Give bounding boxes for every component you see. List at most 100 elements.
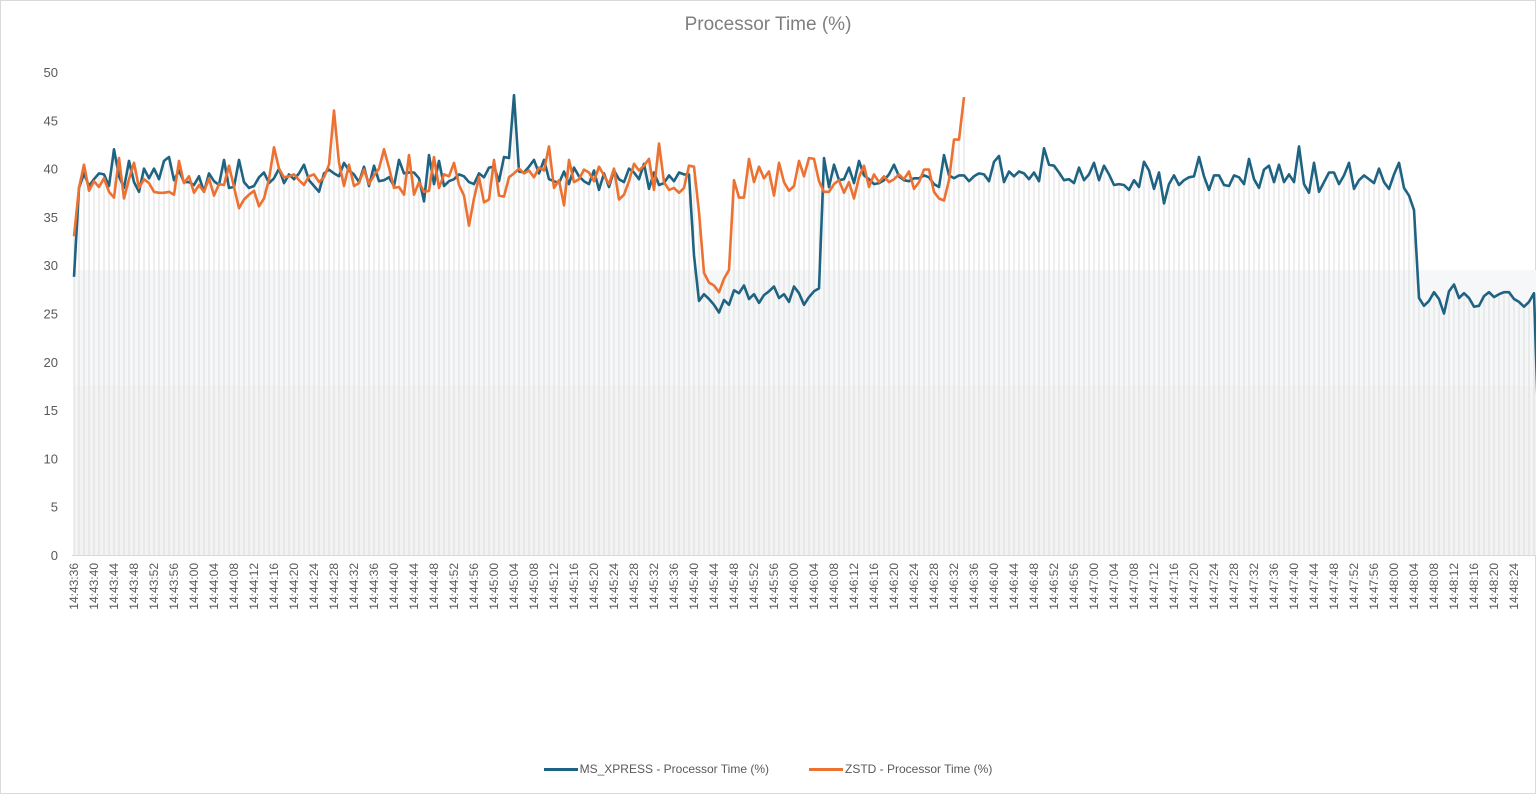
x-tick-label: 14:44:12 bbox=[247, 563, 261, 610]
y-tick-label: 5 bbox=[51, 500, 58, 515]
x-tick-label: 14:46:36 bbox=[967, 563, 981, 610]
legend-swatch-ms-xpress bbox=[543, 767, 578, 771]
x-tick-label: 14:47:04 bbox=[1107, 563, 1121, 610]
x-tick-label: 14:43:52 bbox=[147, 563, 161, 610]
y-tick-label: 50 bbox=[44, 65, 58, 80]
x-tick-label: 14:46:04 bbox=[807, 563, 821, 610]
axes: 0 5 10 15 20 25 30 35 40 45 50 14:43:36 14:43:40 14:4… bbox=[44, 65, 1536, 610]
x-tick-label: 14:45:44 bbox=[707, 563, 721, 610]
x-tick-label: 14:46:52 bbox=[1047, 563, 1061, 610]
x-tick-label: 14:46:40 bbox=[987, 563, 1001, 610]
x-tick-label: 14:47:36 bbox=[1267, 563, 1281, 610]
y-tick-label: 40 bbox=[44, 162, 58, 177]
series-line-ms-xpress bbox=[72, 93, 1536, 395]
x-tick-label: 14:47:28 bbox=[1227, 563, 1241, 610]
x-tick-label: 14:48:20 bbox=[1487, 563, 1501, 610]
x-tick-label: 14:46:16 bbox=[867, 563, 881, 610]
x-tick-label: 14:45:52 bbox=[747, 563, 761, 610]
y-tick-label: 45 bbox=[44, 113, 58, 128]
x-tick-label: 14:43:44 bbox=[107, 563, 121, 610]
chart-title: Processor Time (%) bbox=[684, 14, 852, 35]
x-tick-label: 14:46:44 bbox=[1007, 563, 1021, 610]
y-tick-label: 20 bbox=[44, 355, 58, 370]
legend-swatch-zstd bbox=[809, 767, 843, 771]
y-tick-label: 30 bbox=[44, 258, 58, 273]
x-tick-label: 14:47:08 bbox=[1127, 563, 1141, 610]
x-tick-label: 14:44:00 bbox=[187, 563, 201, 610]
x-tick-label: 14:44:36 bbox=[367, 563, 381, 610]
y-tick-label: 0 bbox=[51, 548, 58, 563]
x-tick-label: 14:44:20 bbox=[287, 563, 301, 610]
x-tick-label: 14:47:12 bbox=[1147, 563, 1161, 610]
y-tick-label: 35 bbox=[44, 210, 58, 225]
legend-label-ms-xpress: MS_XPRESS - Processor Time (%) bbox=[579, 762, 769, 776]
x-tick-label: 14:45:08 bbox=[527, 563, 541, 610]
x-tick-label: 14:43:56 bbox=[167, 563, 181, 610]
x-tick-label: 14:48:04 bbox=[1407, 563, 1421, 610]
x-tick-label: 14:45:48 bbox=[727, 563, 741, 610]
legend-label-zstd: ZSTD - Processor Time (%) bbox=[845, 762, 993, 776]
x-tick-label: 14:43:48 bbox=[127, 563, 141, 610]
x-tick-label: 14:47:32 bbox=[1247, 563, 1261, 610]
x-tick-label: 14:47:52 bbox=[1347, 563, 1361, 610]
x-tick-label: 14:47:20 bbox=[1187, 563, 1201, 610]
x-tick-label: 14:48:12 bbox=[1447, 563, 1461, 610]
x-tick-label: 14:44:48 bbox=[427, 563, 441, 610]
x-tick-label: 14:44:24 bbox=[307, 563, 321, 610]
x-tick-label: 14:45:56 bbox=[767, 563, 781, 610]
legend-item-zstd: ZSTD - Processor Time (%) bbox=[809, 762, 992, 776]
x-tick-label: 14:45:32 bbox=[647, 563, 661, 610]
x-tick-label: 14:46:28 bbox=[927, 563, 941, 610]
y-tick-label: 10 bbox=[44, 451, 58, 466]
x-tick-label: 14:44:04 bbox=[207, 563, 221, 610]
y-tick-label: 15 bbox=[44, 403, 58, 418]
drop-lines bbox=[73, 95, 1535, 555]
x-tick-label: 14:48:08 bbox=[1427, 563, 1441, 610]
x-tick-label: 14:45:36 bbox=[667, 563, 681, 610]
x-tick-label: 14:44:32 bbox=[347, 563, 361, 610]
y-tick-label: 25 bbox=[44, 307, 58, 322]
x-tick-label: 14:47:16 bbox=[1167, 563, 1181, 610]
background-band-upper bbox=[74, 270, 1536, 386]
x-tick-label: 14:47:00 bbox=[1087, 563, 1101, 610]
x-tick-label: 14:45:28 bbox=[627, 563, 641, 610]
x-tick-label: 14:44:40 bbox=[387, 563, 401, 610]
x-tick-label: 14:45:12 bbox=[547, 563, 561, 610]
x-tick-label: 14:46:48 bbox=[1027, 563, 1041, 610]
x-tick-label: 14:43:36 bbox=[67, 563, 81, 610]
x-tick-label: 14:47:56 bbox=[1367, 563, 1381, 610]
x-tick-label: 14:46:20 bbox=[887, 563, 901, 610]
background-band-lower bbox=[74, 385, 1536, 555]
chart-plot: 0 5 10 15 20 25 30 35 40 45 50 14:43:36 14:43:40 14:4… bbox=[44, 65, 1536, 610]
x-tick-label: 14:44:52 bbox=[447, 563, 461, 610]
x-tick-label: 14:48:16 bbox=[1467, 563, 1481, 610]
x-tick-label: 14:46:12 bbox=[847, 563, 861, 610]
x-tick-label: 14:44:16 bbox=[267, 563, 281, 610]
legend: MS_XPRESS - Processor Time (%) ZSTD - Pr… bbox=[0, 762, 1536, 776]
x-tick-label: 14:45:20 bbox=[587, 563, 601, 610]
x-tick-label: 14:45:04 bbox=[507, 563, 521, 610]
x-tick-label: 14:45:00 bbox=[487, 563, 501, 610]
x-tick-label: 14:46:00 bbox=[787, 563, 801, 610]
x-tick-label: 14:46:32 bbox=[947, 563, 961, 610]
x-tick-label: 14:44:08 bbox=[227, 563, 241, 610]
x-tick-label: 14:45:16 bbox=[567, 563, 581, 610]
x-tick-label: 14:48:24 bbox=[1507, 563, 1521, 610]
x-tick-label: 14:44:44 bbox=[407, 563, 421, 610]
x-tick-label: 14:47:48 bbox=[1327, 563, 1341, 610]
x-tick-label: 14:47:44 bbox=[1307, 563, 1321, 610]
series-lines bbox=[72, 93, 1536, 395]
x-tick-label: 14:45:24 bbox=[607, 563, 621, 610]
series-line-zstd bbox=[72, 96, 966, 294]
x-tick-label: 14:45:40 bbox=[687, 563, 701, 610]
legend-item-ms-xpress: MS_XPRESS - Processor Time (%) bbox=[543, 762, 769, 776]
x-tick-label: 14:47:40 bbox=[1287, 563, 1301, 610]
x-tick-label: 14:46:56 bbox=[1067, 563, 1081, 610]
x-tick-label: 14:43:40 bbox=[87, 563, 101, 610]
x-tick-label: 14:47:24 bbox=[1207, 563, 1221, 610]
x-tick-label: 14:44:56 bbox=[467, 563, 481, 610]
x-tick-label: 14:46:24 bbox=[907, 563, 921, 610]
x-tick-label: 14:46:08 bbox=[827, 563, 841, 610]
plot-background bbox=[74, 270, 1536, 555]
x-tick-label: 14:48:00 bbox=[1387, 563, 1401, 610]
